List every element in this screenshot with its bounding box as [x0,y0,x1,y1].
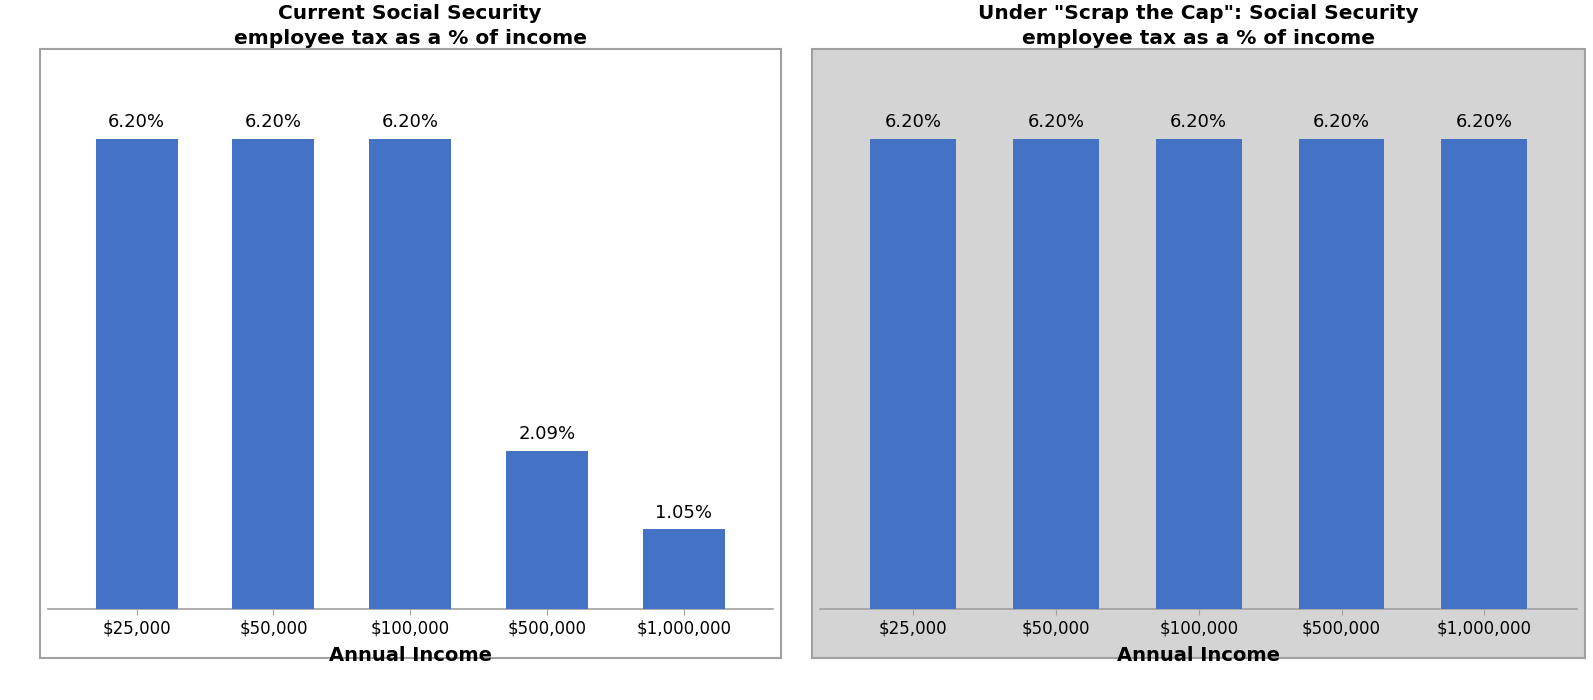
Bar [96,139,178,609]
Title: Under "Scrap the Cap": Social Security
employee tax as a % of income: Under "Scrap the Cap": Social Security e… [978,4,1419,48]
Bar [1298,139,1384,609]
Text: 6.20%: 6.20% [245,113,303,132]
Text: 2.09%: 2.09% [518,425,575,443]
Text: 6.20%: 6.20% [1171,113,1227,132]
Bar [507,451,588,609]
Text: 6.20%: 6.20% [108,113,166,132]
Bar [1157,139,1241,609]
X-axis label: Annual Income: Annual Income [328,645,492,665]
Text: 6.20%: 6.20% [884,113,941,132]
Bar [370,139,451,609]
Bar [642,529,725,609]
Text: 1.05%: 1.05% [655,504,712,522]
Text: 6.20%: 6.20% [1456,113,1513,132]
Text: 6.20%: 6.20% [1027,113,1085,132]
Text: 6.20%: 6.20% [382,113,438,132]
Bar [1013,139,1099,609]
Bar [1442,139,1528,609]
Bar [233,139,314,609]
Title: Current Social Security
employee tax as a % of income: Current Social Security employee tax as … [234,4,586,48]
Bar [870,139,956,609]
X-axis label: Annual Income: Annual Income [1117,645,1281,665]
Text: 6.20%: 6.20% [1313,113,1370,132]
